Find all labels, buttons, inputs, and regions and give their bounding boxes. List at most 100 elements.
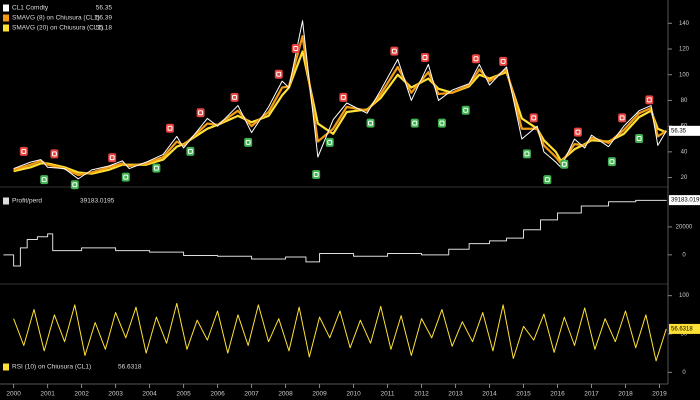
- signal-marker: [645, 95, 654, 105]
- y-tick-label: 20: [681, 175, 688, 181]
- series-line: [13, 302, 667, 362]
- signal-icon: [422, 55, 428, 60]
- x-tick-label: 2011: [381, 391, 395, 398]
- signal-icon: [575, 129, 581, 135]
- x-tick-label: 2000: [6, 391, 21, 398]
- legend-label: SMAVG (20) on Chiusura (CL1): [12, 25, 103, 32]
- signal-icon: [368, 120, 374, 126]
- signal-icon: [72, 182, 78, 188]
- signal-marker: [529, 113, 538, 123]
- signal-marker: [366, 118, 375, 128]
- signal-icon: [609, 159, 615, 165]
- signal-icon: [123, 174, 129, 180]
- y-tick-label: 20000: [676, 224, 693, 230]
- x-tick-label: 2014: [482, 391, 497, 398]
- signal-marker: [50, 149, 59, 159]
- signal-icon: [646, 97, 652, 103]
- signal-marker: [437, 118, 446, 128]
- legend-label: Profit/perd: [12, 198, 42, 205]
- signal-marker: [573, 127, 582, 137]
- signal-icon: [473, 56, 479, 62]
- legend-label: SMAVG (8) on Chiusura (CL1): [12, 15, 100, 22]
- signal-marker: [325, 137, 334, 147]
- x-tick-label: 2002: [74, 391, 89, 398]
- legend-value: 55.18: [96, 25, 113, 32]
- signal-marker: [543, 175, 552, 185]
- signal-marker: [420, 53, 429, 62]
- signal-marker: [618, 113, 627, 123]
- x-tick-label: 2006: [210, 391, 225, 398]
- x-tick-label: 2018: [618, 391, 633, 398]
- series-line: [13, 35, 667, 177]
- signal-marker: [339, 92, 348, 102]
- series-line: [13, 20, 667, 180]
- y-tick-label: 80: [681, 98, 688, 104]
- legend-swatch: [3, 4, 9, 12]
- signal-icon: [109, 155, 115, 161]
- signal-marker: [499, 56, 508, 66]
- signal-icon: [327, 139, 333, 145]
- signal-icon: [636, 136, 642, 141]
- signal-marker: [274, 69, 283, 79]
- last-value-tag: [669, 195, 700, 206]
- y-tick-label: 0: [682, 370, 686, 376]
- signal-marker: [461, 105, 470, 115]
- last-value-tag-label: 56.35: [671, 128, 687, 134]
- x-tick-label: 2003: [108, 391, 123, 398]
- last-value-tag-label: 56.6318: [671, 326, 693, 332]
- signal-icon: [153, 165, 159, 171]
- legend-value: 56.39: [96, 15, 113, 22]
- x-tick-label: 2017: [584, 391, 599, 398]
- signal-marker: [607, 157, 616, 167]
- signal-icon: [187, 148, 193, 154]
- signal-icon: [313, 172, 319, 177]
- legend-value: 39183.0195: [80, 198, 115, 205]
- signal-icon: [340, 94, 346, 100]
- y-tick-label: 40: [681, 149, 688, 155]
- x-tick-label: 2005: [176, 391, 191, 398]
- signal-marker: [635, 134, 644, 143]
- x-tick-label: 2015: [516, 391, 531, 398]
- legend-swatch: [3, 363, 9, 371]
- legend-label: CL1 Comdty: [12, 5, 49, 12]
- signal-icon: [561, 161, 567, 167]
- signal-marker: [244, 137, 253, 147]
- x-tick-label: 2009: [312, 391, 327, 398]
- signal-marker: [186, 146, 195, 156]
- signal-marker: [152, 163, 161, 173]
- last-value-tag: [669, 323, 700, 334]
- last-value-tag-label: 39183.0195: [671, 198, 700, 204]
- signal-marker: [410, 118, 419, 128]
- x-tick-label: 2012: [414, 391, 429, 398]
- signal-marker: [312, 170, 321, 179]
- signal-marker: [40, 175, 49, 185]
- signal-icon: [232, 94, 238, 100]
- signal-marker: [196, 108, 205, 118]
- x-tick-label: 2008: [278, 391, 293, 398]
- signal-marker: [390, 46, 399, 56]
- signal-icon: [198, 110, 204, 116]
- y-tick-label: 0: [682, 252, 686, 258]
- y-tick-label: 50: [681, 332, 688, 338]
- signal-icon: [391, 48, 397, 54]
- y-tick-label: 120: [679, 47, 690, 53]
- signal-marker: [121, 172, 130, 182]
- x-tick-label: 2016: [550, 391, 565, 398]
- signal-icon: [439, 120, 445, 126]
- x-tick-label: 2004: [142, 391, 157, 398]
- last-value-tag: [669, 125, 700, 136]
- y-tick-label: 100: [679, 293, 690, 299]
- x-tick-label: 2007: [244, 391, 259, 398]
- signal-marker: [291, 44, 300, 53]
- y-tick-label: 100: [679, 72, 690, 78]
- x-tick-label: 2010: [346, 391, 361, 398]
- signal-icon: [531, 115, 537, 121]
- signal-icon: [500, 58, 506, 64]
- signal-marker: [560, 159, 569, 169]
- x-tick-label: 2019: [652, 391, 667, 398]
- signal-icon: [41, 177, 47, 183]
- legend-swatch: [3, 197, 9, 205]
- signal-icon: [544, 177, 550, 183]
